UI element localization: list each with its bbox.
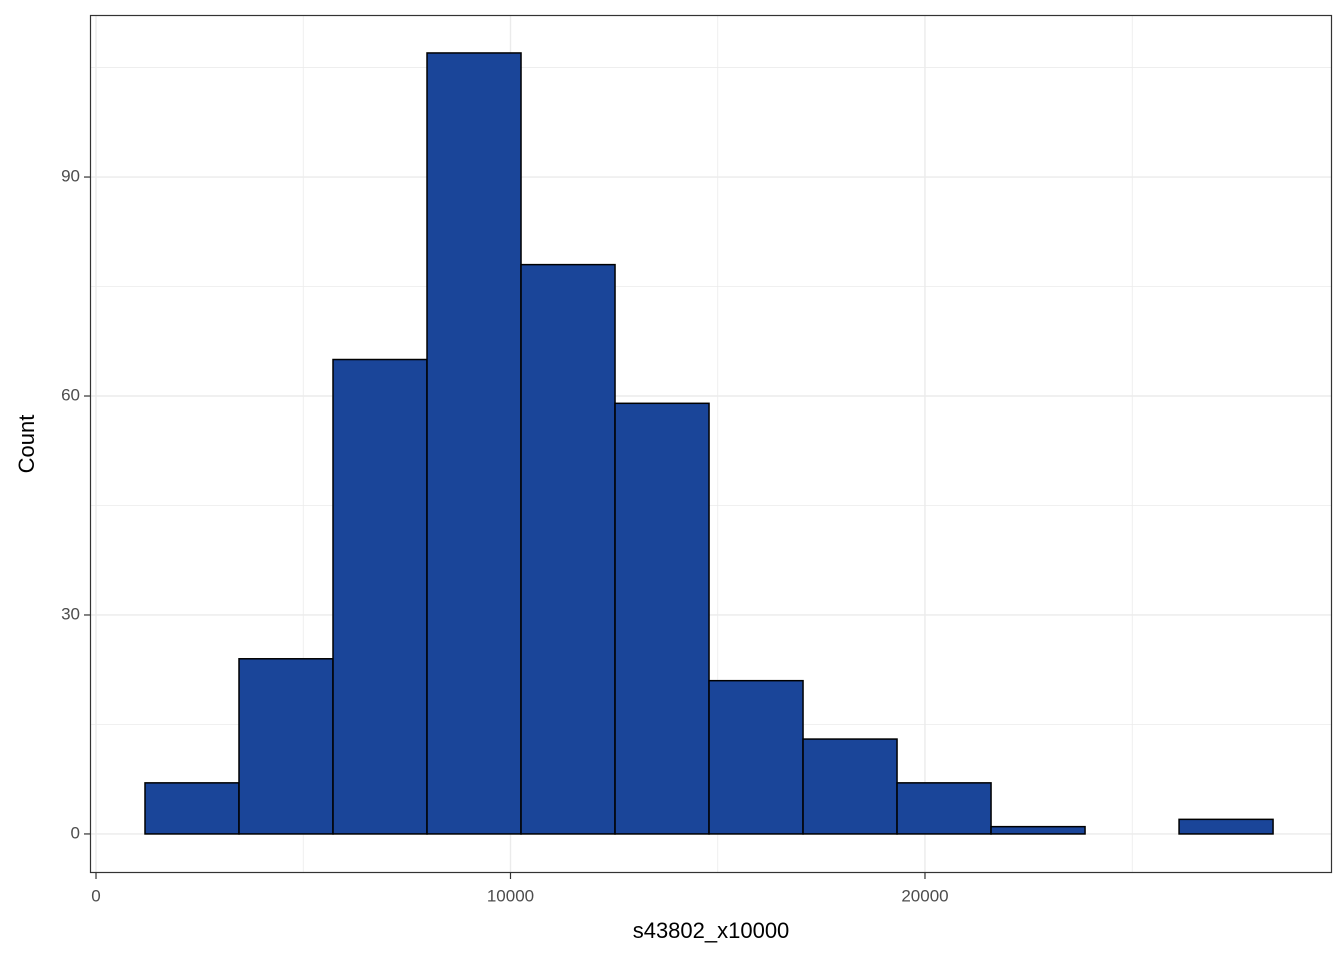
panel-border: [89, 14, 1333, 874]
bar: [990, 825, 1086, 835]
bar: [1178, 818, 1274, 835]
y-tick-label: 90: [61, 167, 80, 186]
bar: [332, 358, 428, 835]
x-tick-label: 20000: [901, 886, 948, 905]
bar: [144, 782, 240, 835]
bar: [614, 402, 710, 835]
axes: 0 10000 20000 0 30 60 90: [61, 167, 949, 906]
bar: [426, 52, 522, 835]
x-axis-title: s43802_x10000: [633, 918, 790, 943]
y-tick-label: 30: [61, 604, 80, 623]
x-tick-label: 0: [91, 886, 100, 905]
bar: [896, 782, 992, 835]
y-tick-label: 0: [71, 823, 80, 842]
bar: [802, 738, 898, 835]
bar: [238, 658, 334, 835]
y-tick-label: 60: [61, 385, 80, 404]
bar: [708, 679, 804, 835]
x-tick-label: 10000: [487, 886, 534, 905]
bar: [520, 263, 616, 835]
bars: [144, 52, 1274, 835]
y-axis-title: Count: [14, 415, 39, 474]
